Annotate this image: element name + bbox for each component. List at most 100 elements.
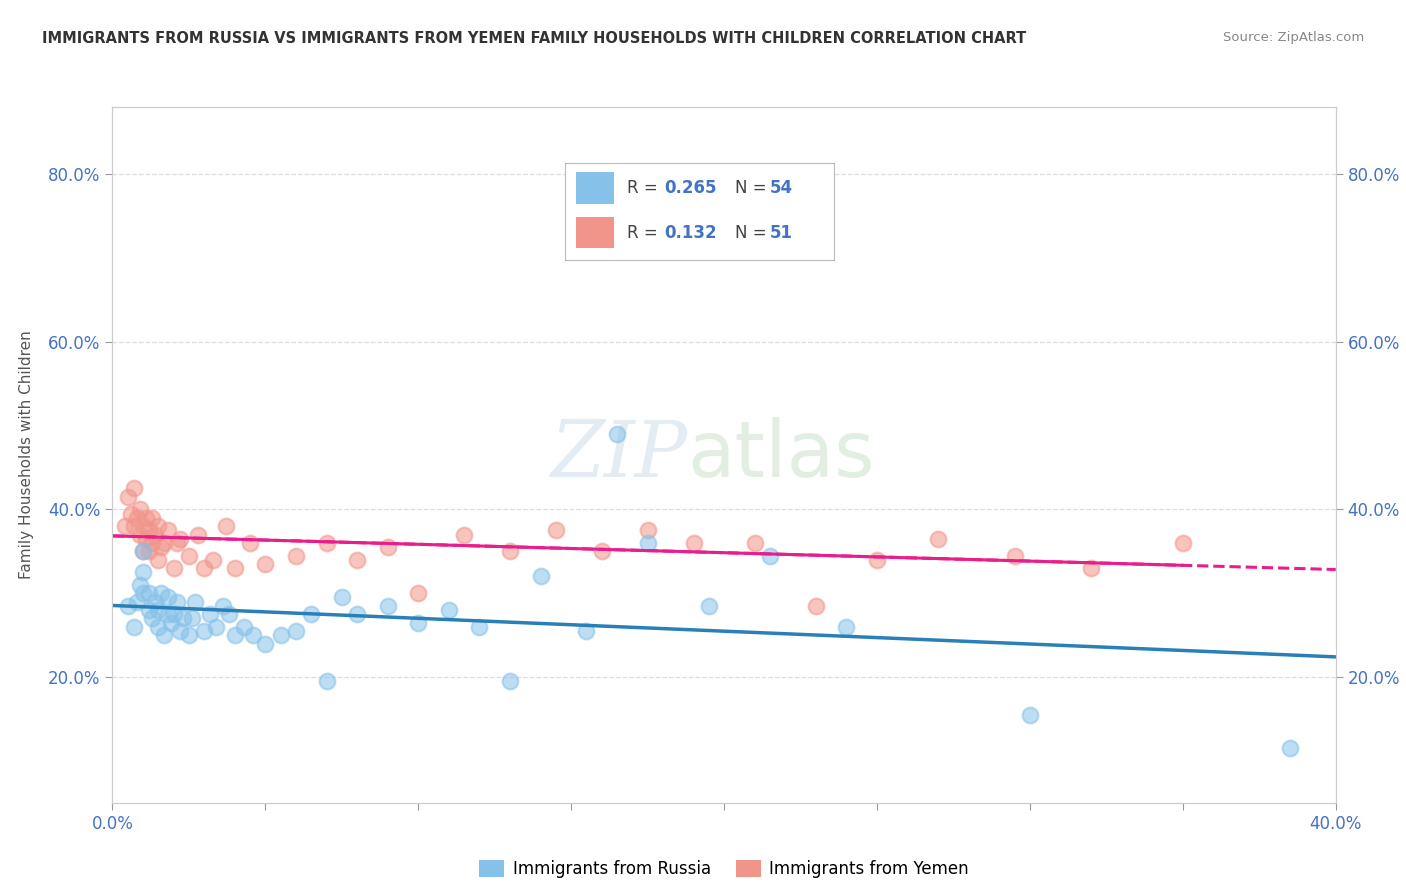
Point bbox=[1018, 707, 1040, 722]
Point bbox=[169, 624, 191, 638]
Point bbox=[184, 594, 207, 608]
Text: 54: 54 bbox=[769, 179, 793, 197]
Point bbox=[114, 519, 136, 533]
Point bbox=[284, 549, 308, 563]
Point bbox=[866, 552, 889, 566]
Point bbox=[187, 527, 209, 541]
Point bbox=[148, 620, 170, 634]
Point bbox=[591, 544, 613, 558]
Point bbox=[166, 594, 188, 608]
Text: N =: N = bbox=[734, 224, 772, 242]
Point bbox=[172, 611, 194, 625]
Point bbox=[637, 536, 659, 550]
Point bbox=[346, 607, 368, 622]
Point bbox=[211, 599, 233, 613]
Point bbox=[315, 536, 337, 550]
Text: N =: N = bbox=[734, 179, 772, 197]
Point bbox=[224, 628, 246, 642]
Text: atlas: atlas bbox=[688, 417, 875, 493]
Point bbox=[117, 599, 139, 613]
Point bbox=[254, 557, 277, 571]
Point bbox=[499, 674, 522, 689]
Point bbox=[163, 561, 186, 575]
Point bbox=[143, 594, 166, 608]
Point bbox=[530, 569, 553, 583]
Point bbox=[129, 527, 152, 541]
Point bbox=[330, 591, 353, 605]
Point bbox=[143, 527, 166, 541]
Point bbox=[239, 536, 262, 550]
Point bbox=[453, 527, 475, 541]
Point bbox=[1171, 536, 1194, 550]
Point bbox=[166, 536, 188, 550]
Point bbox=[132, 544, 155, 558]
Point bbox=[744, 536, 766, 550]
Point bbox=[156, 607, 179, 622]
Point bbox=[125, 510, 148, 524]
Text: 0.132: 0.132 bbox=[665, 224, 717, 242]
Point bbox=[135, 532, 157, 546]
Point bbox=[117, 490, 139, 504]
Point bbox=[606, 427, 628, 442]
Point bbox=[1278, 741, 1301, 756]
Point bbox=[233, 620, 256, 634]
Point bbox=[927, 532, 949, 546]
Point bbox=[759, 549, 782, 563]
Point bbox=[193, 624, 215, 638]
Point bbox=[218, 607, 240, 622]
Bar bbox=[576, 218, 613, 248]
Point bbox=[122, 620, 145, 634]
Point bbox=[141, 510, 163, 524]
Point bbox=[141, 611, 163, 625]
Point bbox=[377, 599, 399, 613]
Point bbox=[224, 561, 246, 575]
Point bbox=[804, 599, 827, 613]
Point bbox=[637, 524, 659, 538]
Point bbox=[575, 624, 598, 638]
Point bbox=[270, 628, 292, 642]
Point bbox=[156, 591, 179, 605]
Point bbox=[169, 532, 191, 546]
Point bbox=[346, 552, 368, 566]
Point bbox=[1004, 549, 1026, 563]
Point bbox=[122, 519, 145, 533]
Point bbox=[129, 502, 152, 516]
Point bbox=[132, 544, 155, 558]
Point bbox=[697, 599, 720, 613]
Point bbox=[163, 607, 186, 622]
Text: Source: ZipAtlas.com: Source: ZipAtlas.com bbox=[1223, 31, 1364, 45]
Point bbox=[148, 519, 170, 533]
Point bbox=[138, 603, 160, 617]
Point bbox=[132, 566, 155, 580]
Text: 51: 51 bbox=[769, 224, 793, 242]
Point bbox=[177, 549, 200, 563]
Legend: Immigrants from Russia, Immigrants from Yemen: Immigrants from Russia, Immigrants from … bbox=[472, 854, 976, 885]
Point bbox=[200, 607, 222, 622]
Y-axis label: Family Households with Children: Family Households with Children bbox=[20, 331, 34, 579]
Point bbox=[138, 524, 160, 538]
Point bbox=[437, 603, 460, 617]
Point bbox=[202, 552, 225, 566]
Text: ZIP: ZIP bbox=[550, 417, 688, 493]
Point bbox=[129, 578, 152, 592]
Text: 0.265: 0.265 bbox=[665, 179, 717, 197]
Point bbox=[159, 615, 181, 630]
Point bbox=[242, 628, 264, 642]
Point bbox=[177, 628, 200, 642]
Point bbox=[214, 519, 236, 533]
Point bbox=[315, 674, 337, 689]
Point bbox=[132, 586, 155, 600]
Point bbox=[682, 536, 704, 550]
Point bbox=[377, 540, 399, 554]
Point bbox=[544, 524, 567, 538]
Point bbox=[153, 628, 176, 642]
Point bbox=[125, 594, 148, 608]
Point bbox=[122, 482, 145, 496]
Point bbox=[148, 603, 170, 617]
Point bbox=[120, 507, 142, 521]
Point bbox=[254, 636, 277, 650]
Point bbox=[132, 519, 155, 533]
Point bbox=[150, 586, 173, 600]
Point bbox=[408, 586, 430, 600]
Point bbox=[148, 552, 170, 566]
